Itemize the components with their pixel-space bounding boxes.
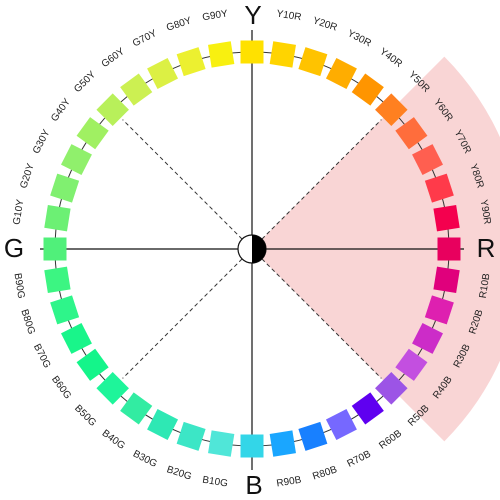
hue-swatch <box>50 295 80 325</box>
hue-label: G80Y <box>165 15 193 33</box>
hue-label: B90G <box>11 272 26 299</box>
axis-letter-right: R <box>477 233 496 263</box>
hue-swatch <box>120 73 153 106</box>
hue-swatch <box>269 41 296 68</box>
hue-label: B30G <box>131 449 159 471</box>
hue-label: Y90R <box>478 199 493 225</box>
hue-label: B20G <box>165 464 193 482</box>
axis-letter-top: Y <box>244 0 261 30</box>
hue-label: G40Y <box>49 96 73 123</box>
hue-label: B50G <box>72 403 98 429</box>
hue-swatch <box>395 348 428 381</box>
hue-label: Y30R <box>346 28 373 49</box>
hue-label: R70B <box>346 449 374 470</box>
hue-label: B70G <box>31 342 53 370</box>
hue-swatch <box>375 372 408 405</box>
hue-label: B10G <box>202 475 229 490</box>
hue-swatch <box>61 322 92 354</box>
hue-label: G30Y <box>31 128 53 156</box>
hue-swatch <box>325 58 357 89</box>
diagonal-guide-line <box>122 248 253 379</box>
hue-swatch <box>208 430 235 457</box>
hue-swatch <box>96 372 129 405</box>
hue-label: G10Y <box>11 198 26 225</box>
hue-label: Y40R <box>377 46 404 70</box>
hue-label: R90B <box>276 475 303 490</box>
diagonal-guide-line <box>251 248 382 379</box>
hue-label: B80G <box>18 308 36 336</box>
hue-swatch <box>76 348 109 381</box>
hue-swatch <box>44 266 71 293</box>
hue-swatch <box>147 409 179 440</box>
hue-swatch <box>269 430 296 457</box>
hue-swatch <box>433 266 460 293</box>
hue-label: G70Y <box>131 28 159 50</box>
hue-swatch <box>424 173 454 203</box>
hue-label: B40G <box>100 428 127 452</box>
hue-swatch <box>176 421 206 451</box>
hue-label: G60Y <box>100 46 127 70</box>
hue-label: G50Y <box>72 69 98 95</box>
hue-swatch <box>61 144 92 176</box>
hue-swatch <box>96 93 129 126</box>
hue-swatch <box>50 173 80 203</box>
hue-swatch <box>120 392 153 425</box>
hue-swatch <box>240 434 264 458</box>
hue-swatch <box>298 421 328 451</box>
hue-swatch <box>437 237 461 261</box>
hue-swatch <box>412 144 443 176</box>
hue-swatch <box>240 40 264 64</box>
center-circle-filled-half <box>252 235 266 263</box>
hue-label: R10B <box>478 272 493 299</box>
hue-swatch <box>208 41 235 68</box>
hue-label: R80B <box>311 464 339 482</box>
hue-label: Y20R <box>311 15 338 33</box>
hue-swatch <box>351 73 384 106</box>
hue-label: G20Y <box>18 162 36 190</box>
hue-label: B60G <box>49 374 73 401</box>
hue-swatch <box>433 205 460 232</box>
hue-swatch <box>395 117 428 150</box>
hue-swatch <box>325 409 357 440</box>
hue-label: Y10R <box>276 9 302 24</box>
diagonal-guide-line <box>122 119 253 250</box>
hue-swatch <box>147 58 179 89</box>
hue-label: R60B <box>377 428 404 452</box>
axis-letter-bottom: B <box>245 470 262 500</box>
hue-swatch <box>298 47 328 77</box>
hue-swatch <box>43 237 67 261</box>
diagonal-guide-line <box>251 119 382 250</box>
hue-swatch <box>412 322 443 354</box>
hue-swatch <box>76 117 109 150</box>
hue-swatch <box>176 47 206 77</box>
hue-swatch <box>44 205 71 232</box>
hue-swatch <box>375 93 408 126</box>
hue-label: G90Y <box>202 8 229 23</box>
hue-swatch <box>424 295 454 325</box>
hue-swatch <box>351 392 384 425</box>
axis-letter-left: G <box>4 233 24 263</box>
